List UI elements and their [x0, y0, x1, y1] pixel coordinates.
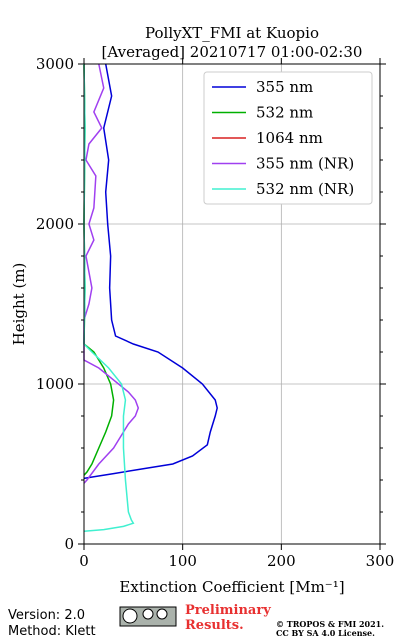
cc-badge	[119, 606, 177, 627]
preliminary: Results.	[185, 618, 244, 633]
x-tick-label: 100	[168, 552, 197, 570]
method: Method: Klett	[8, 624, 96, 639]
legend-label: 355 nm (NR)	[256, 155, 354, 173]
legend-label: 532 nm	[256, 104, 313, 122]
legend-label: 355 nm	[256, 78, 313, 96]
y-tick-label: 3000	[36, 55, 74, 73]
y-tick-label: 0	[64, 535, 74, 553]
preliminary: Preliminary	[185, 603, 271, 618]
version: Version: 2.0	[8, 608, 85, 623]
plot-frame	[83, 63, 381, 545]
y-tick-label: 2000	[36, 215, 74, 233]
x-tick-label: 0	[79, 552, 89, 570]
y-axis-label: Height (m)	[10, 263, 28, 346]
license: © TROPOS & FMI 2021.	[276, 619, 384, 629]
legend-label: 532 nm (NR)	[256, 180, 354, 198]
line	[83, 63, 218, 480]
license: CC BY SA 4.0 License.	[276, 628, 375, 638]
line	[83, 63, 140, 484]
legend-box	[203, 71, 373, 205]
x-tick-label: 300	[366, 552, 395, 570]
chart-title: PollyXT_FMI at Kuopio	[145, 24, 319, 42]
y-tick-label: 1000	[36, 375, 74, 393]
x-tick-label: 200	[267, 552, 296, 570]
chart-subtitle: [Averaged] 20210717 01:00-02:30	[102, 43, 363, 61]
legend-label: 1064 nm	[256, 129, 323, 147]
line	[83, 63, 135, 532]
x-axis-label: Extinction Coefficient [Mm⁻¹]	[119, 578, 344, 596]
